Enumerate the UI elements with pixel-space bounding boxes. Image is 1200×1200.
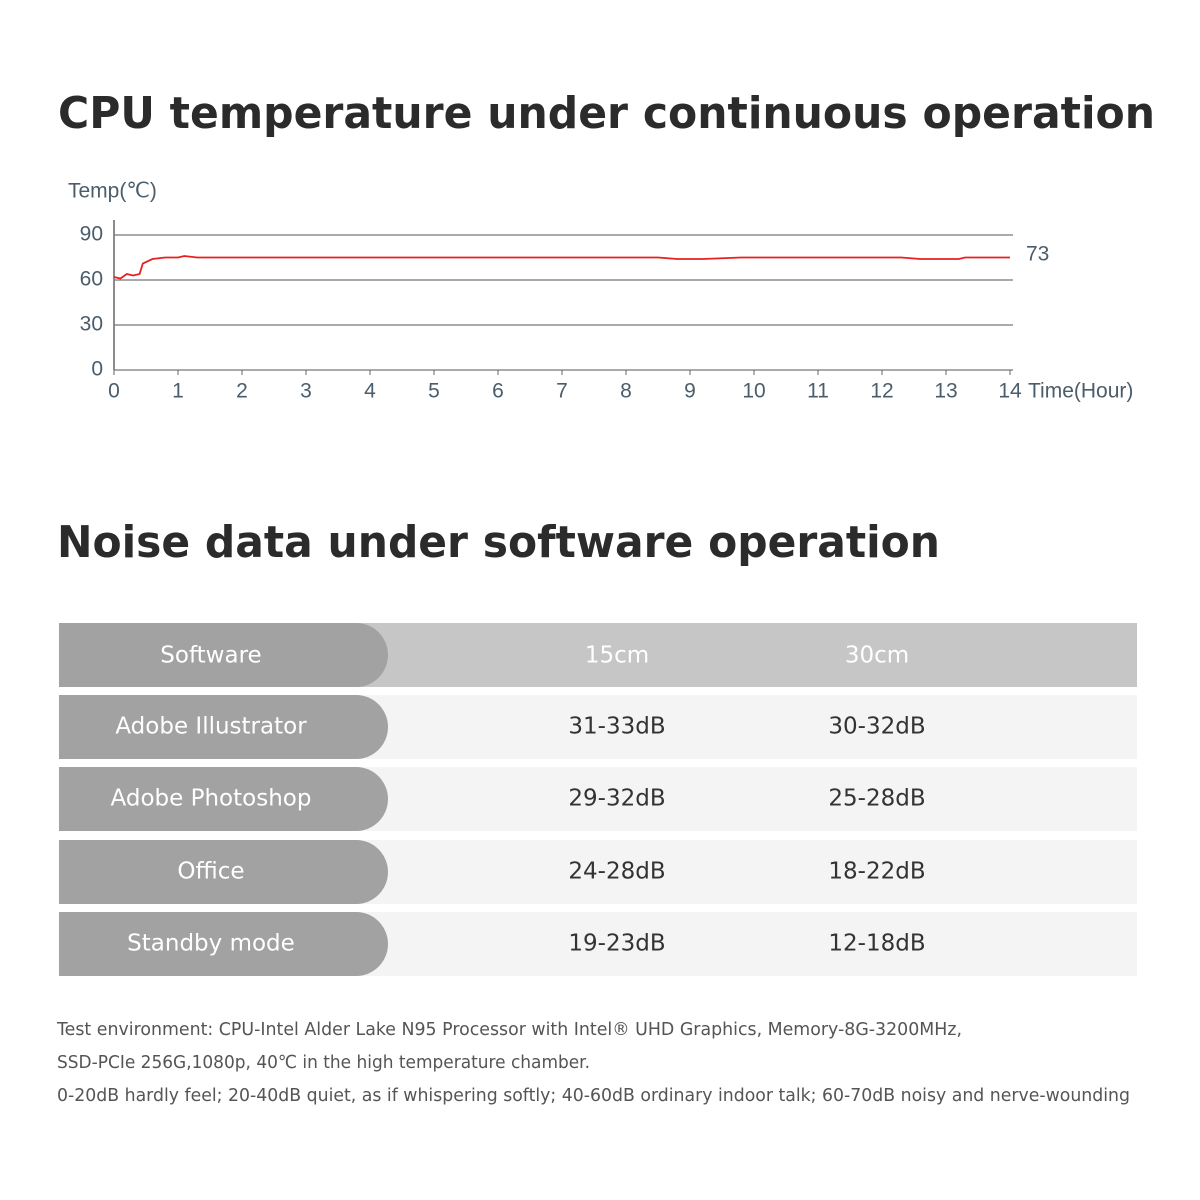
x-tick-label: 9 xyxy=(684,380,696,403)
chart-title: CPU temperature under continuous operati… xyxy=(58,88,1155,139)
x-tick-label: 12 xyxy=(870,380,893,403)
table-cell: Office xyxy=(177,859,244,885)
x-tick-label: 14 xyxy=(998,380,1022,403)
note: SSD-PCIe 256G,1080p, 40℃ in the high tem… xyxy=(57,1052,590,1073)
x-tick-label: 1 xyxy=(172,380,184,403)
x-tick-label: 6 xyxy=(492,380,504,403)
table-cell: Adobe Illustrator xyxy=(115,714,307,740)
x-tick-label: 5 xyxy=(428,380,440,403)
x-tick-label: 0 xyxy=(108,380,120,403)
x-tick-label: 7 xyxy=(556,380,568,403)
x-tick-label: 2 xyxy=(236,380,248,403)
x-axis-label: Time(Hour) xyxy=(1028,380,1133,403)
header-cell: Software xyxy=(160,643,261,669)
table-cell: 24-28dB xyxy=(568,859,665,885)
table: Software 15cm 30cm Adobe Illustrator 31-33dB… xyxy=(59,623,1137,976)
y-axis-label: Temp(℃) xyxy=(68,180,157,203)
x-tick-label: 4 xyxy=(364,380,376,403)
annotation: 73 xyxy=(1026,243,1049,266)
row-label-bg xyxy=(59,767,388,831)
x-tick-label: 10 xyxy=(742,380,765,403)
table-cell: 18-22dB xyxy=(828,859,925,885)
row-label-bg xyxy=(59,623,388,687)
y-tick-label: 90 xyxy=(80,223,103,246)
row-label-bg xyxy=(59,840,388,904)
x-tick-label: 8 xyxy=(620,380,632,403)
table-cell: Adobe Photoshop xyxy=(111,786,312,812)
y-tick-label: 0 xyxy=(91,358,103,381)
row-label-bg xyxy=(59,912,388,976)
y-tick-label: 60 xyxy=(80,268,103,291)
table-cell: 30-32dB xyxy=(828,714,925,740)
row-label-bg xyxy=(59,695,388,759)
x-tick-label: 13 xyxy=(934,380,957,403)
note: Test environment: CPU-Intel Alder Lake N… xyxy=(56,1019,962,1040)
y-tick-label: 30 xyxy=(80,313,103,336)
line xyxy=(113,255,1010,280)
table-cell: 25-28dB xyxy=(828,786,925,812)
header-cell: 30cm xyxy=(845,643,909,669)
table-cell: 12-18dB xyxy=(828,931,925,957)
table-title: Noise data under software operation xyxy=(57,517,940,568)
table-cell: 19-23dB xyxy=(568,931,665,957)
table-cell: 29-32dB xyxy=(568,786,665,812)
table-cell: 31-33dB xyxy=(568,714,665,740)
x-tick-label: 3 xyxy=(300,380,312,403)
note: 0-20dB hardly feel; 20-40dB quiet, as if… xyxy=(57,1085,1130,1106)
table-cell: Standby mode xyxy=(127,931,295,957)
x-tick-label: 11 xyxy=(807,380,829,403)
header-cell: 15cm xyxy=(585,643,649,669)
